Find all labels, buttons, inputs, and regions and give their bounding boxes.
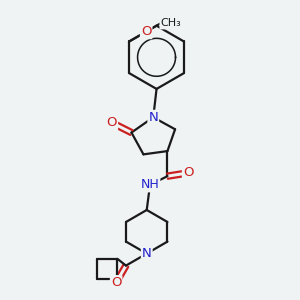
Text: O: O xyxy=(111,276,122,289)
Text: N: N xyxy=(142,247,152,260)
Text: O: O xyxy=(183,167,194,179)
Text: CH₃: CH₃ xyxy=(160,19,181,28)
Text: O: O xyxy=(141,25,152,38)
Text: O: O xyxy=(106,116,117,129)
Text: NH: NH xyxy=(141,178,159,191)
Text: N: N xyxy=(148,111,158,124)
